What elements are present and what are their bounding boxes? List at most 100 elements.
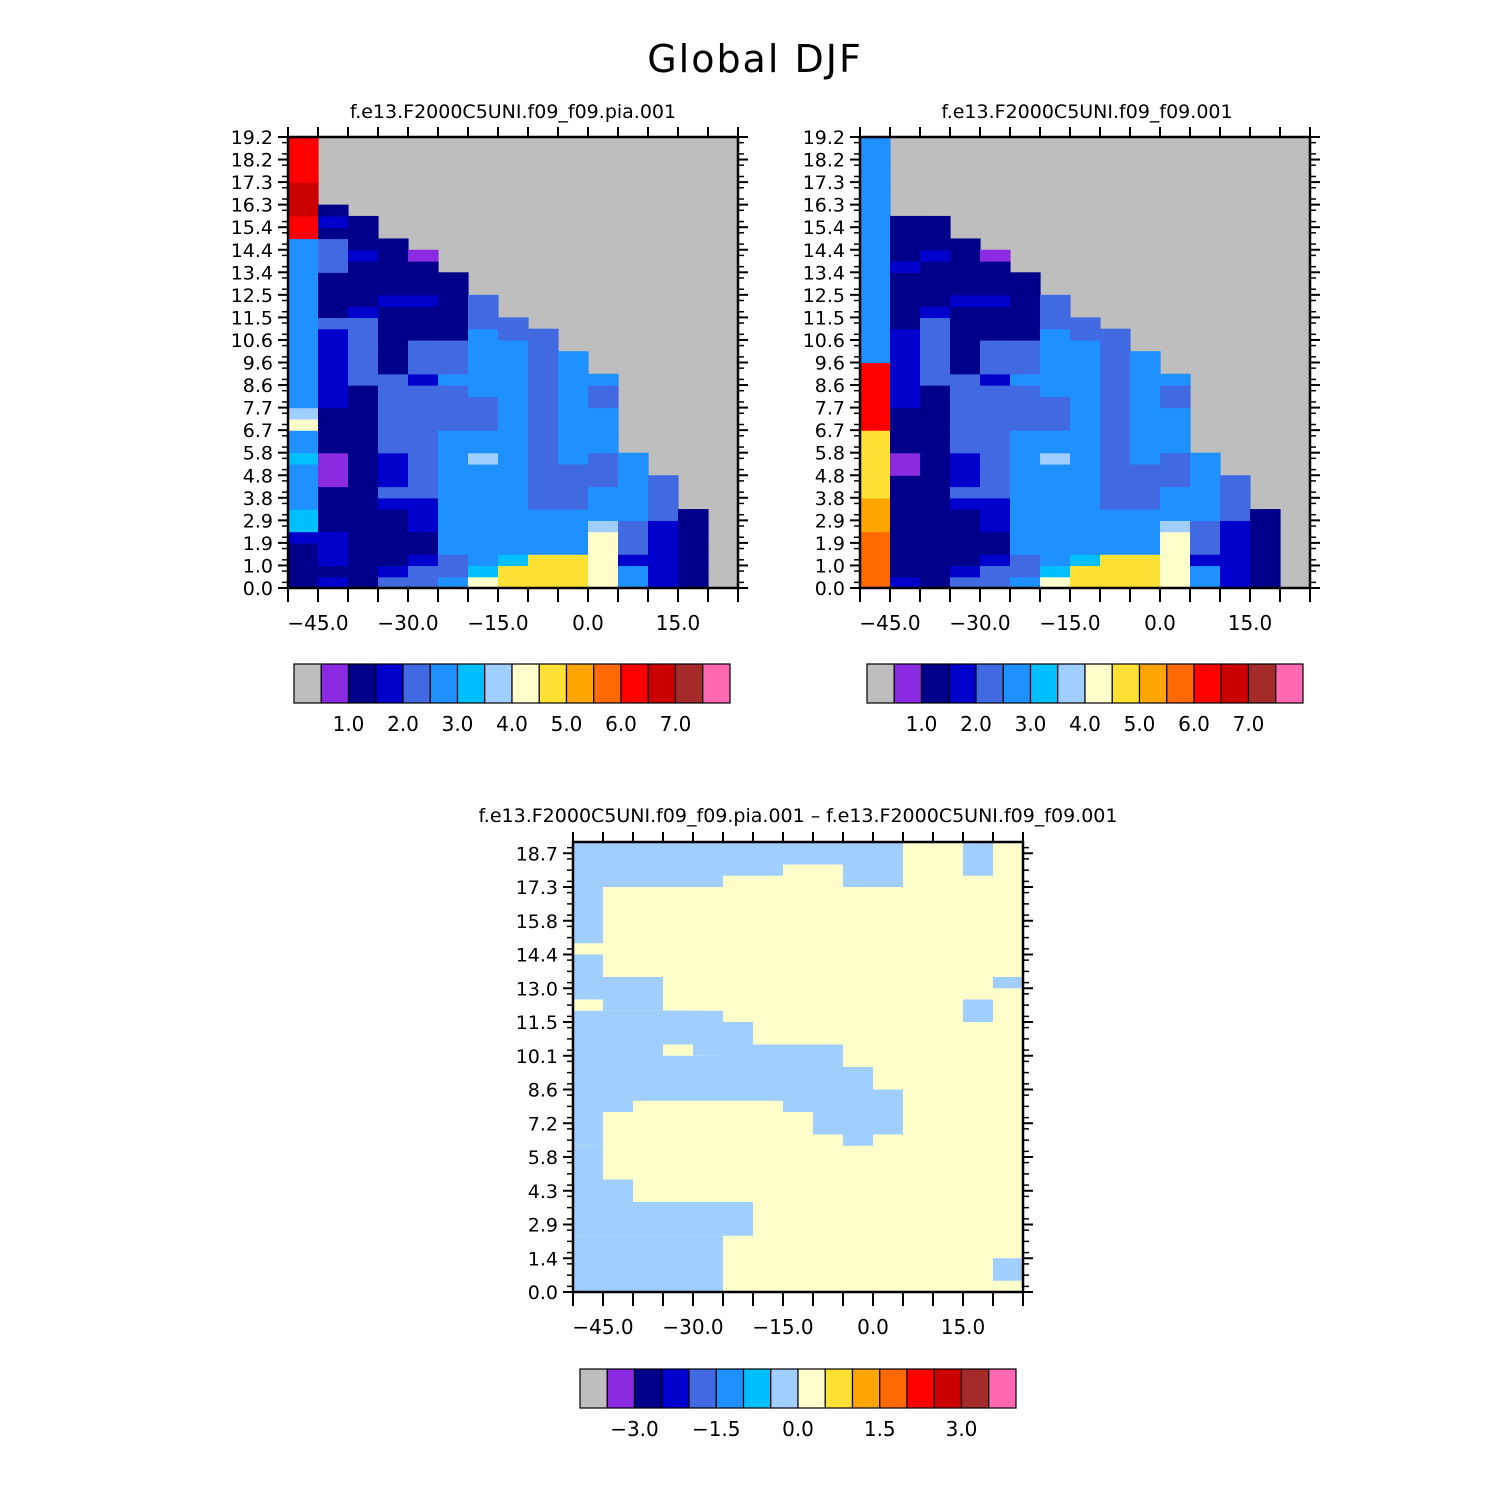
heatmap-cell [1010, 362, 1041, 375]
heatmap-cell [348, 531, 379, 544]
heatmap-cell [468, 531, 499, 544]
heatmap-cell [678, 542, 709, 555]
heatmap-cell [1010, 272, 1041, 285]
heatmap-cell [950, 407, 981, 420]
heatmap-cell [468, 373, 499, 386]
heatmap-cell [378, 396, 409, 409]
x-tick-label: 15.0 [1228, 611, 1273, 635]
y-tick-label: 4.3 [528, 1181, 558, 1203]
heatmap-cell [1010, 430, 1041, 443]
heatmap-cell [438, 328, 469, 341]
y-tick-label: 14.4 [803, 240, 845, 262]
heatmap-cell [920, 463, 951, 476]
heatmap-cell [860, 373, 891, 386]
heatmap-cell [920, 261, 951, 273]
heatmap-cell [318, 396, 349, 409]
heatmap-cell [1190, 497, 1221, 510]
colorbar-label: 0.0 [782, 1417, 814, 1441]
colorbar-box [1193, 663, 1222, 704]
heatmap-cell [408, 452, 439, 465]
heatmap-cell [348, 362, 379, 375]
heatmap-cell [860, 497, 891, 510]
heatmap-cell [318, 362, 349, 375]
heatmap-cell [1100, 351, 1131, 364]
heatmap-cell [288, 159, 319, 172]
heatmap-cell [1220, 576, 1251, 589]
heatmap-cell [1130, 441, 1161, 454]
heatmap-cell [528, 520, 559, 533]
y-tick-label: 1.9 [815, 533, 845, 555]
heatmap-cell [1190, 475, 1221, 488]
heatmap-cell [920, 249, 951, 262]
heatmap-cell [288, 294, 319, 307]
y-tick-label: 11.5 [803, 307, 845, 329]
heatmap-cell [438, 531, 469, 544]
heatmap-cell [860, 215, 891, 228]
heatmap-cell [890, 215, 921, 228]
colorbar-box [906, 1368, 935, 1409]
heatmap-cell [1040, 565, 1071, 578]
heatmap-cell [890, 272, 921, 285]
heatmap-cell [678, 520, 709, 533]
y-tick-label: 11.5 [516, 1012, 558, 1034]
heatmap-cell [318, 238, 349, 251]
heatmap-cell [288, 463, 319, 476]
heatmap-cell [348, 509, 379, 521]
colorbar-box [960, 1368, 990, 1409]
heatmap-cell [498, 362, 529, 375]
heatmap-cell [860, 159, 891, 172]
heatmap-cell [890, 317, 921, 330]
heatmap-cell [1070, 351, 1101, 364]
heatmap-cell [438, 441, 469, 454]
heatmap-cell [890, 407, 921, 420]
heatmap-cell [1190, 565, 1221, 578]
heatmap-cell [378, 441, 409, 454]
heatmap-cell [408, 542, 439, 555]
y-tick-label: 17.3 [231, 172, 273, 194]
heatmap-cell [348, 452, 379, 465]
heatmap-cell [860, 576, 891, 589]
heatmap-cell [288, 430, 319, 443]
heatmap-cell [1130, 509, 1161, 521]
colorbar-box [511, 663, 540, 704]
colorbar-label: 3.0 [1015, 712, 1047, 736]
heatmap-cell [920, 430, 951, 443]
heatmap-cell [498, 509, 529, 521]
heatmap-cell [528, 576, 559, 589]
heatmap-cell [860, 475, 891, 488]
heatmap-cell [408, 576, 439, 589]
heatmap-cell [1250, 565, 1281, 578]
y-tick-label: 18.2 [231, 150, 273, 172]
heatmap-cell [890, 373, 921, 386]
heatmap-cell [378, 463, 409, 476]
heatmap-cell [860, 306, 891, 319]
y-tick-label: 11.5 [231, 307, 273, 329]
colorbar-box [674, 663, 704, 704]
heatmap-cell [1130, 576, 1161, 589]
colorbar-box [879, 1368, 908, 1409]
heatmap-cell [860, 272, 891, 285]
heatmap-cell [920, 497, 951, 510]
heatmap-cell [348, 283, 379, 296]
heatmap-cell [860, 520, 891, 533]
heatmap-cell [378, 486, 409, 499]
heatmap-cell [588, 463, 619, 476]
heatmap-cell [528, 430, 559, 443]
heatmap-cell [1160, 407, 1191, 420]
heatmap-cell [1070, 531, 1101, 544]
heatmap-cell [573, 842, 723, 887]
heatmap-cell [950, 497, 981, 510]
heatmap-cell [378, 283, 409, 296]
heatmap-cell [1250, 542, 1281, 555]
heatmap-cell [648, 486, 679, 499]
heatmap-cell [1100, 396, 1131, 409]
y-tick-label: 0.0 [815, 578, 845, 600]
heatmap-cell [378, 238, 409, 251]
heatmap-cell [288, 137, 319, 149]
heatmap-cell [1040, 396, 1071, 409]
x-tick-label: 15.0 [656, 611, 701, 635]
heatmap-cell [318, 554, 349, 567]
heatmap-cell [588, 452, 619, 465]
heatmap-cell [1130, 452, 1161, 465]
heatmap-cell [288, 418, 319, 431]
